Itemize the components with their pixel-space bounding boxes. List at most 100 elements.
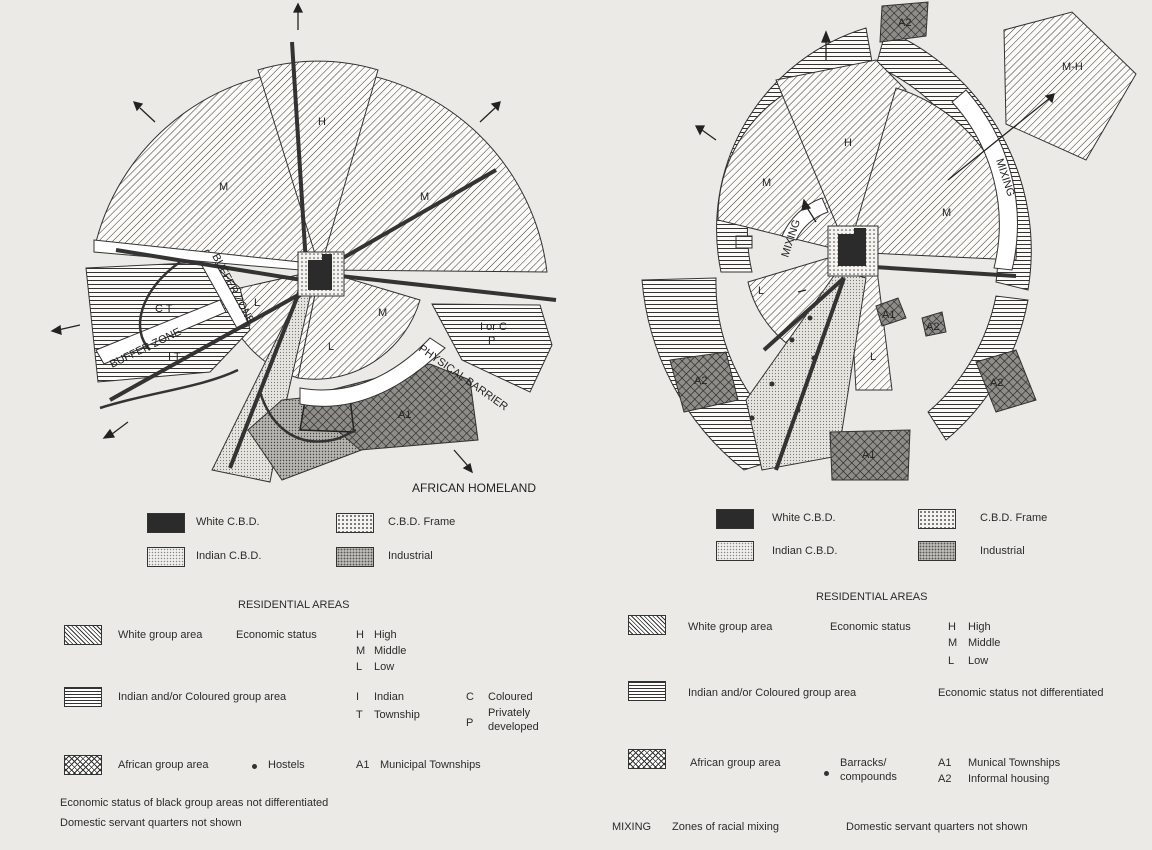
white-sector-mh bbox=[1003, 11, 1137, 161]
legend-h-code: H bbox=[356, 629, 364, 641]
legend-a1-label: Munical Townships bbox=[968, 757, 1061, 769]
legend-indian-cbd: Indian C.B.D. bbox=[772, 545, 838, 557]
post-apartheid-city-map: A2 M-H H M M MIXING MIXING L L A1 A2 A2 … bbox=[641, 1, 1137, 481]
legend-l-label: Low bbox=[374, 661, 395, 673]
legend-left: White C.B.D. C.B.D. Frame Indian C.B.D. … bbox=[0, 505, 576, 845]
swatch-industrial bbox=[336, 547, 374, 567]
legend-industrial: Industrial bbox=[980, 545, 1025, 557]
legend-c-code: C bbox=[466, 691, 474, 703]
indian-area-right bbox=[431, 303, 553, 393]
legend-m-label: Middle bbox=[374, 645, 407, 657]
label-l-left: L bbox=[758, 285, 764, 297]
label-it: I T bbox=[168, 351, 181, 363]
legend-l-label: Low bbox=[968, 655, 989, 667]
legend-p-label-1: Privately bbox=[488, 707, 531, 719]
swatch-indian-cbd bbox=[716, 541, 754, 561]
legend-cbd-frame: C.B.D. Frame bbox=[388, 516, 456, 528]
label-a2-right: A2 bbox=[990, 377, 1003, 389]
legend-m-label: Middle bbox=[968, 637, 1001, 649]
barracks-dots bbox=[749, 315, 817, 421]
radial-roads bbox=[762, 264, 1017, 471]
label-a2-small: A2 bbox=[926, 321, 939, 333]
legend-h-label: High bbox=[374, 629, 397, 641]
label-mh: M-H bbox=[1062, 61, 1083, 73]
legend-note-1: Economic status of black group areas not… bbox=[60, 797, 329, 809]
legend-mixing-code: MIXING bbox=[612, 821, 652, 833]
legend-t-label: Township bbox=[374, 709, 420, 721]
legend-white-cbd: White C.B.D. bbox=[196, 516, 260, 528]
african-area-a2-top bbox=[879, 1, 929, 43]
label-i-or-c: I or C bbox=[480, 321, 507, 333]
barracks-dot-icon bbox=[824, 771, 829, 776]
swatch-indian-cbd bbox=[147, 547, 185, 567]
label-h: H bbox=[844, 137, 852, 149]
legend-indian-group: Indian and/or Coloured group area bbox=[118, 691, 287, 703]
swatch-white-cbd bbox=[716, 509, 754, 529]
legend-white-group: White group area bbox=[688, 621, 773, 633]
legend-l-code: L bbox=[948, 655, 955, 667]
legend-i-code: I bbox=[356, 691, 360, 703]
legend-a2-label: Informal housing bbox=[968, 773, 1050, 785]
legend-not-differentiated: Economic status not differentiated bbox=[938, 687, 1104, 699]
swatch-cbd-frame bbox=[336, 513, 374, 533]
legend-indian-cbd: Indian C.B.D. bbox=[196, 550, 262, 562]
african-area-a2-small bbox=[921, 311, 947, 337]
swatch-white-group bbox=[64, 625, 102, 645]
african-area-a2-right bbox=[975, 349, 1037, 413]
swatch-white-cbd bbox=[147, 513, 185, 533]
mixing-band-left bbox=[781, 197, 829, 241]
label-p: P bbox=[488, 335, 495, 347]
label-a2-top: A2 bbox=[898, 17, 911, 29]
legend-mixing-label: Zones of racial mixing bbox=[672, 821, 779, 833]
label-ct: C T bbox=[155, 303, 173, 315]
african-area-a2-left bbox=[669, 351, 739, 413]
legend-residential-heading: RESIDENTIAL AREAS bbox=[238, 599, 350, 611]
legend-hostels: Hostels bbox=[268, 759, 305, 771]
label-m-left: M bbox=[219, 181, 228, 193]
mixing-band-right bbox=[951, 89, 1018, 271]
legend-residential-heading: RESIDENTIAL AREAS bbox=[816, 591, 928, 603]
apartheid-city-model-panel: H M M M L L C T I T BUFFER ZONE BUFFER Z… bbox=[0, 2, 576, 845]
legend-i-label: Indian bbox=[374, 691, 404, 703]
legend-industrial: Industrial bbox=[388, 550, 433, 562]
swatch-african-group bbox=[64, 755, 102, 775]
white-cbd bbox=[308, 254, 332, 290]
swatch-cbd-frame bbox=[918, 509, 956, 529]
hostel-dot-icon bbox=[252, 764, 257, 769]
legend-h-label: High bbox=[968, 621, 991, 633]
growth-arrows bbox=[50, 2, 501, 474]
label-l-lower: L bbox=[328, 341, 334, 353]
african-area-a1-small bbox=[875, 297, 907, 327]
label-m-right: M bbox=[942, 207, 951, 219]
label-l-upper: L bbox=[254, 297, 260, 309]
legend-l-code: L bbox=[356, 661, 363, 673]
swatch-indian-group bbox=[628, 681, 666, 701]
african-area-a1-bottom bbox=[829, 429, 911, 481]
label-a2-left: A2 bbox=[694, 375, 707, 387]
legend-economic-status: Economic status bbox=[830, 621, 911, 633]
indian-cbd-wedge bbox=[745, 269, 867, 471]
swatch-industrial bbox=[918, 541, 956, 561]
swatch-african-group bbox=[628, 749, 666, 769]
label-a1: A1 bbox=[398, 409, 411, 421]
label-african-homeland: AFRICAN HOMELAND bbox=[412, 481, 536, 495]
legend-note: Domestic servant quarters not shown bbox=[846, 821, 1028, 833]
legend-h-code: H bbox=[948, 621, 956, 633]
legend-economic-status: Economic status bbox=[236, 629, 317, 641]
swatch-white-group bbox=[628, 615, 666, 635]
legend-african-group: African group area bbox=[118, 759, 209, 771]
label-a1-small: A1 bbox=[882, 309, 895, 321]
swatch-indian-group bbox=[64, 687, 102, 707]
legend-m-code: M bbox=[356, 645, 366, 657]
indian-small-patch bbox=[735, 235, 753, 249]
label-a1-bottom: A1 bbox=[862, 449, 875, 461]
label-m-lower: M bbox=[378, 307, 387, 319]
white-cbd bbox=[838, 228, 866, 266]
legend-white-group: White group area bbox=[118, 629, 203, 641]
buffer-zone-band-1 bbox=[95, 299, 227, 365]
legend-p-code: P bbox=[466, 717, 474, 729]
legend-african-group: African group area bbox=[690, 757, 781, 769]
apartheid-city-map: H M M M L L C T I T BUFFER ZONE BUFFER Z… bbox=[50, 2, 557, 495]
legend-barracks-1: Barracks/ bbox=[840, 757, 887, 769]
legend-a1-code: A1 bbox=[356, 759, 370, 771]
